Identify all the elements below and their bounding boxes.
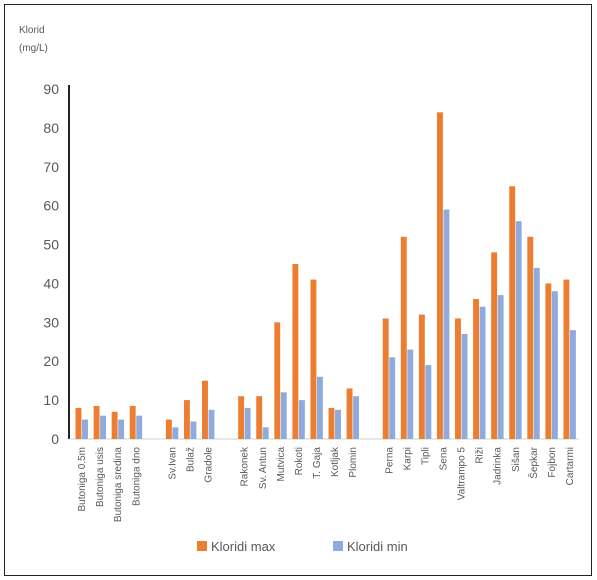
category-label: Jadrinka xyxy=(493,447,504,485)
legend-swatch xyxy=(333,541,343,551)
y-tick-label: 70 xyxy=(43,159,59,175)
legend: Kloridi max Kloridi min xyxy=(197,539,408,554)
bar-max xyxy=(292,264,299,439)
category-label: Šepkar xyxy=(527,446,540,478)
bar-min xyxy=(82,419,88,439)
bar-min xyxy=(208,409,215,439)
bar-min xyxy=(118,419,125,439)
bar-max xyxy=(202,380,208,439)
category-label: Karpi xyxy=(402,447,413,470)
bar-min xyxy=(280,392,287,439)
category-label: Sena xyxy=(438,447,449,471)
bar-min xyxy=(443,209,450,439)
y-tick-label: 10 xyxy=(43,392,59,408)
category-label: Rakonek xyxy=(240,446,251,486)
bar-min xyxy=(479,306,486,439)
bar-max xyxy=(310,279,317,439)
bar-min xyxy=(190,421,197,439)
category-label: Butoniga usis xyxy=(95,447,106,507)
y-tick-label: 20 xyxy=(43,353,59,369)
y-tick-label: 60 xyxy=(43,198,59,214)
bar-min xyxy=(172,427,179,439)
bar-max xyxy=(473,299,480,439)
category-label: Butoniga sredina xyxy=(113,447,124,522)
bar-min xyxy=(100,415,107,439)
bar-max xyxy=(509,186,516,439)
bar-min xyxy=(461,334,468,439)
bar-min xyxy=(389,357,396,439)
category-label: Perna xyxy=(384,447,395,474)
legend-swatch xyxy=(197,541,207,551)
bar-max xyxy=(256,396,263,439)
category-label: Tipli xyxy=(420,447,431,465)
category-label: Riži xyxy=(475,447,486,464)
bar-max xyxy=(183,400,190,439)
y-tick-label: 40 xyxy=(43,275,59,291)
bar-max xyxy=(111,411,118,439)
bars xyxy=(75,112,576,439)
category-label: Rokoti xyxy=(294,447,305,475)
bar-min xyxy=(136,415,143,439)
bar-max xyxy=(491,252,498,439)
y-axis-ticks: 0 10 20 30 40 50 60 70 80 90 xyxy=(43,81,59,447)
bar-max xyxy=(527,236,534,439)
chart-frame: Klorid (mg/L) 0 10 20 30 40 50 60 70 80 90 Butoni… xyxy=(4,4,592,576)
bar-min xyxy=(298,400,305,439)
bar-max xyxy=(563,279,570,439)
bar-min xyxy=(407,349,414,439)
category-label: Fojbon xyxy=(547,447,558,478)
category-label: Butoniga dno xyxy=(131,447,142,506)
category-label: Valtrampo 5 xyxy=(457,447,468,501)
bar-min xyxy=(262,427,269,439)
bar-max xyxy=(346,388,353,439)
bar-max xyxy=(75,407,82,439)
category-label: Mutvica xyxy=(276,447,287,482)
bar-max xyxy=(328,407,335,439)
bar-min xyxy=(244,407,251,439)
y-axis-label-line-2: (mg/L) xyxy=(19,43,48,54)
y-tick-label: 30 xyxy=(43,314,59,330)
category-labels: Butoniga 0.5m Butoniga usis Butoniga sredi… xyxy=(77,446,576,522)
bar-max xyxy=(93,405,100,439)
bar-max xyxy=(382,318,389,439)
category-label: Sišan xyxy=(511,447,522,472)
bar-max xyxy=(418,314,425,439)
bar-max xyxy=(129,405,136,439)
bar-min xyxy=(551,291,558,439)
bar-min xyxy=(425,365,432,439)
bar-max xyxy=(165,419,172,439)
category-label: Butoniga 0.5m xyxy=(77,447,88,512)
y-tick-label: 0 xyxy=(51,431,59,447)
category-label: Sv. Antun xyxy=(258,447,269,489)
y-tick-label: 50 xyxy=(43,237,59,253)
bar-min xyxy=(515,221,522,439)
category-label: T. Gaja xyxy=(312,447,323,479)
y-tick-label: 80 xyxy=(43,120,59,136)
category-label: Gradole xyxy=(204,447,215,483)
y-tick-label: 90 xyxy=(43,81,59,97)
bar-min xyxy=(497,295,504,439)
bar-max xyxy=(400,236,407,439)
category-label: Kotljak xyxy=(330,446,341,477)
y-axis-label-line-1: Klorid xyxy=(19,25,45,36)
legend-label: Kloridi min xyxy=(347,539,408,554)
category-label: Sv.Ivan xyxy=(167,447,178,480)
bar-max xyxy=(274,322,281,439)
y-axis-label: Klorid (mg/L) xyxy=(19,25,48,54)
bar-min xyxy=(353,396,360,439)
legend-label: Kloridi max xyxy=(211,539,276,554)
bar-max xyxy=(436,112,443,439)
bar-min xyxy=(533,267,540,439)
category-label: Bulaž xyxy=(185,447,196,472)
bar-max xyxy=(238,396,245,439)
bar-max xyxy=(545,283,552,439)
bar-min xyxy=(569,330,576,439)
category-label: Plomin xyxy=(348,447,359,478)
bar-min xyxy=(335,409,341,439)
bar-min xyxy=(316,376,323,439)
category-label: Cartarmi xyxy=(565,447,576,485)
bar-chart: Klorid (mg/L) 0 10 20 30 40 50 60 70 80 90 Butoni… xyxy=(19,25,579,554)
bar-max xyxy=(455,318,461,439)
